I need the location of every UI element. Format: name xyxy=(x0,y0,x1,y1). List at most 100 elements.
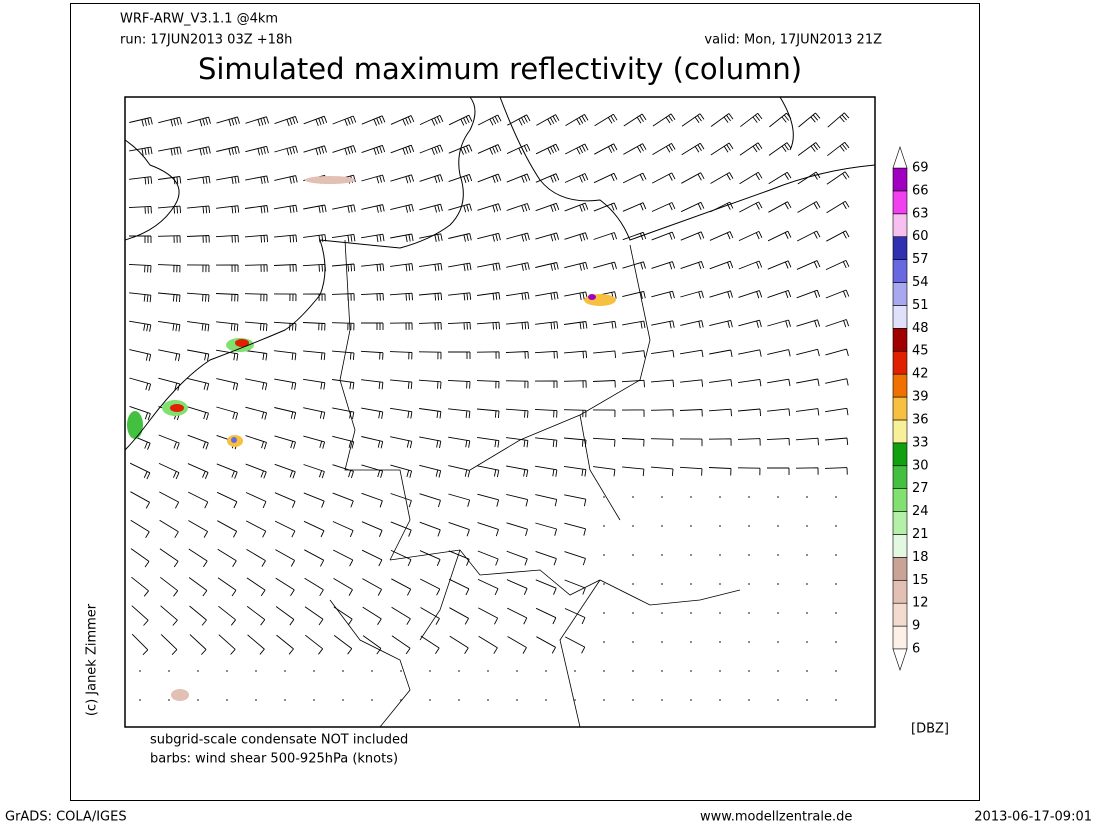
wind-barb xyxy=(217,548,237,567)
color-arrow xyxy=(892,648,908,671)
wind-barb xyxy=(477,436,500,448)
echo xyxy=(235,339,249,347)
color-swatch xyxy=(892,282,908,306)
wind-barb xyxy=(506,173,531,183)
wind-barb xyxy=(767,467,790,475)
wind-barb xyxy=(507,114,531,126)
colorbar-label: 36 xyxy=(912,412,929,427)
wind-barb xyxy=(737,467,761,476)
colorbar-label: 42 xyxy=(912,367,929,382)
wind-barb xyxy=(449,607,469,625)
wind-barb xyxy=(186,292,210,302)
wind-barb xyxy=(739,142,763,156)
wind-barb xyxy=(536,114,560,126)
wind-barb xyxy=(129,292,152,303)
wind-barb xyxy=(274,350,297,361)
wind-barbs xyxy=(128,112,850,701)
colorbar-label: 39 xyxy=(912,390,929,405)
map-border xyxy=(124,96,876,728)
wind-barb xyxy=(651,261,676,270)
wind-barb xyxy=(158,462,180,480)
wind-barb xyxy=(478,607,499,625)
wind-barb xyxy=(187,205,211,214)
color-swatch xyxy=(892,625,908,650)
wind-barb xyxy=(506,437,529,448)
color-swatch xyxy=(892,396,908,421)
wind-barb xyxy=(216,205,240,214)
wind-barb xyxy=(767,230,792,242)
wind-barb xyxy=(796,230,821,242)
wind-barb xyxy=(188,548,208,568)
frame xyxy=(70,3,980,801)
wind-barb xyxy=(419,114,444,126)
wind-barb xyxy=(650,409,674,417)
wind-barb xyxy=(187,349,210,361)
wind-barb xyxy=(477,173,502,183)
wind-barb xyxy=(130,548,150,568)
wind-barb xyxy=(448,493,471,507)
wind-barb xyxy=(187,175,211,185)
wind-barb xyxy=(448,465,471,478)
wind-barb xyxy=(360,350,384,360)
wind-barb xyxy=(332,492,354,508)
wind-barb xyxy=(390,144,415,156)
echo xyxy=(170,404,184,412)
wind-barb xyxy=(449,635,469,655)
note: barbs: wind shear 500-925hPa (knots) xyxy=(150,752,398,767)
wind-barb xyxy=(564,143,589,155)
wind-barb xyxy=(535,494,558,507)
wind-barb xyxy=(652,143,676,155)
wind-barb xyxy=(245,145,269,156)
colorbar-label: 45 xyxy=(912,344,929,359)
wind-barb xyxy=(419,408,442,419)
wind-barb xyxy=(244,293,268,302)
color-swatch xyxy=(892,488,908,512)
wind-barb xyxy=(709,231,734,241)
wind-barb xyxy=(131,633,149,656)
wind-barb xyxy=(303,145,327,156)
colorbar-label: 12 xyxy=(912,596,929,611)
wind-barb xyxy=(767,319,791,328)
map-bg xyxy=(125,97,875,727)
wind-barb xyxy=(448,521,470,537)
wind-barb xyxy=(244,264,268,272)
wind-barb xyxy=(158,146,182,156)
wind-barb xyxy=(158,176,182,185)
wind-barb xyxy=(622,231,647,241)
wind-barb xyxy=(827,141,850,157)
wind-barb xyxy=(708,467,732,476)
color-swatch xyxy=(892,167,908,192)
wind-barb xyxy=(448,262,472,272)
wind-barb xyxy=(332,521,354,538)
run-label: run: 17JUN2013 03Z +18h xyxy=(120,33,292,48)
wind-barb xyxy=(129,405,151,421)
wind-barb xyxy=(273,264,297,272)
wind-barb xyxy=(332,204,356,213)
wind-barb xyxy=(332,145,357,156)
wind-barb xyxy=(564,465,587,477)
wind-barb xyxy=(680,379,704,387)
wind-barb xyxy=(216,463,238,479)
wind-barb xyxy=(332,549,354,567)
wind-barb xyxy=(247,634,265,655)
wind-barb xyxy=(477,522,499,537)
wind-barb xyxy=(390,436,413,449)
wind-barb xyxy=(274,145,298,156)
wind-barb xyxy=(709,349,733,357)
wind-barb xyxy=(767,408,791,416)
wind-barb xyxy=(476,351,500,359)
wind-barb xyxy=(506,607,528,625)
wind-barb xyxy=(303,464,325,479)
wind-barb xyxy=(391,635,411,655)
wind-barb xyxy=(592,409,616,418)
wind-barb xyxy=(680,201,705,213)
wind-barb xyxy=(448,203,472,213)
footer-left: GrADS: COLA/IGES xyxy=(5,810,127,825)
color-swatch xyxy=(892,236,908,260)
wind-barb xyxy=(592,437,616,447)
wind-barb xyxy=(391,578,412,596)
wind-barb xyxy=(827,112,850,128)
wind-barb xyxy=(274,492,296,508)
wind-barb xyxy=(768,171,792,185)
wind-barb xyxy=(361,521,383,537)
